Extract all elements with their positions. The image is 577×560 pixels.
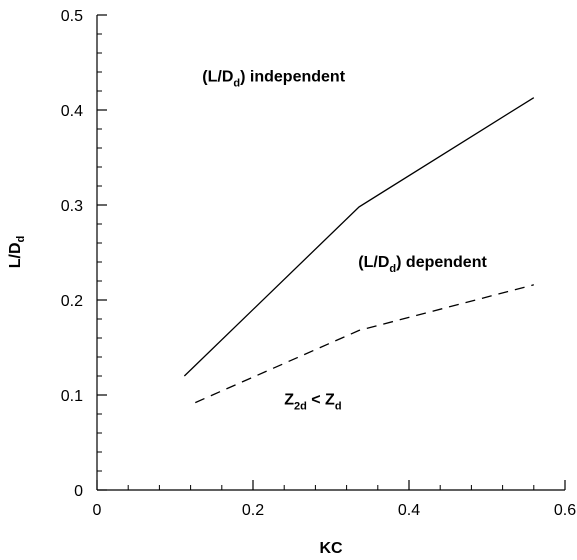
x-tick-labels: 0 0.2 0.4 0.6 [93, 502, 577, 519]
annotation-dependent-sub: d [389, 263, 396, 275]
annotation-dependent-rest: ) dependent [396, 254, 487, 271]
y-tick-label: 0.4 [61, 103, 83, 120]
annotation-z-sub2: d [335, 401, 342, 413]
series-line-0 [183, 97, 535, 377]
series-line-1 [195, 284, 534, 404]
series-layer [183, 97, 535, 404]
y-tick-labels: 0 0.1 0.2 0.3 0.4 0.5 [61, 8, 83, 500]
minor-ticks [96, 14, 566, 491]
annotation-z-sub: 2d [294, 401, 307, 413]
annotation-dependent-main: (L/D [358, 254, 389, 271]
y-axis-title: L/Dd [7, 236, 27, 269]
annotation-independent-rest: ) independent [240, 69, 346, 86]
y-tick-label: 0.5 [61, 8, 83, 25]
annotation-independent-sub: d [233, 78, 240, 90]
annotation-independent: (L/Dd) independent [202, 69, 345, 90]
annotation-z-rest: < Z [307, 392, 335, 409]
y-tick-label: 0.1 [61, 388, 83, 405]
annotation-dependent: (L/Dd) dependent [358, 254, 487, 275]
x-axis-title: KC [319, 540, 343, 557]
y-tick-label: 0.2 [61, 293, 83, 310]
y-axis-title-sub: d [15, 236, 27, 243]
y-tick-label: 0.3 [61, 198, 83, 215]
annotation-z-main: Z [284, 392, 294, 409]
x-tick-label: 0.4 [398, 502, 420, 519]
x-tick-label: 0.2 [242, 502, 264, 519]
x-tick-label: 0.6 [554, 502, 576, 519]
annotation-independent-main: (L/D [202, 69, 233, 86]
annotation-z-inequality: Z2d < Zd [284, 392, 341, 413]
y-tick-label: 0 [74, 483, 83, 500]
x-tick-label: 0 [93, 502, 102, 519]
major-ticks [96, 14, 566, 491]
y-axis-title-main: L/D [7, 242, 24, 268]
